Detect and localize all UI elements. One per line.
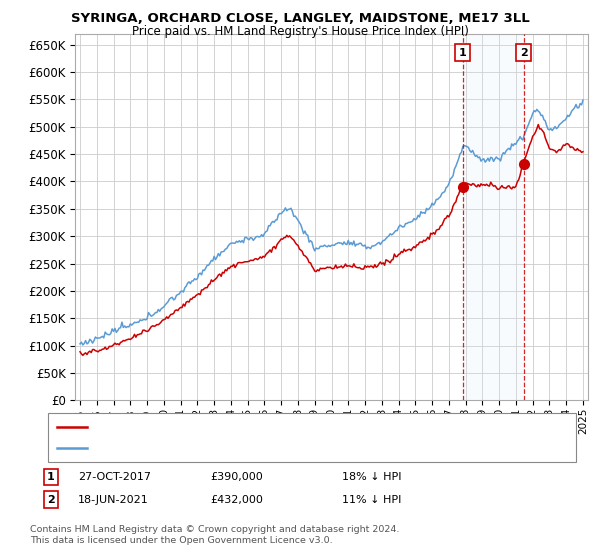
Text: 18% ↓ HPI: 18% ↓ HPI bbox=[342, 472, 401, 482]
Text: £432,000: £432,000 bbox=[210, 494, 263, 505]
Text: SYRINGA, ORCHARD CLOSE, LANGLEY, MAIDSTONE, ME17 3LL: SYRINGA, ORCHARD CLOSE, LANGLEY, MAIDSTO… bbox=[71, 12, 529, 25]
Text: 18-JUN-2021: 18-JUN-2021 bbox=[78, 494, 149, 505]
Text: 1: 1 bbox=[47, 472, 55, 482]
Text: HPI: Average price, detached house, Maidstone: HPI: Average price, detached house, Maid… bbox=[91, 443, 350, 453]
Text: Contains HM Land Registry data © Crown copyright and database right 2024.
This d: Contains HM Land Registry data © Crown c… bbox=[30, 525, 400, 545]
Bar bbox=[463, 34, 524, 400]
Text: Price paid vs. HM Land Registry's House Price Index (HPI): Price paid vs. HM Land Registry's House … bbox=[131, 25, 469, 38]
Text: 27-OCT-2017: 27-OCT-2017 bbox=[78, 472, 151, 482]
Text: 2: 2 bbox=[47, 494, 55, 505]
Text: SYRINGA, ORCHARD CLOSE, LANGLEY, MAIDSTONE, ME17 3LL (detached house): SYRINGA, ORCHARD CLOSE, LANGLEY, MAIDSTO… bbox=[91, 422, 530, 432]
Text: £390,000: £390,000 bbox=[210, 472, 263, 482]
Text: 2: 2 bbox=[520, 48, 527, 58]
Text: 1: 1 bbox=[459, 48, 466, 58]
Text: 11% ↓ HPI: 11% ↓ HPI bbox=[342, 494, 401, 505]
